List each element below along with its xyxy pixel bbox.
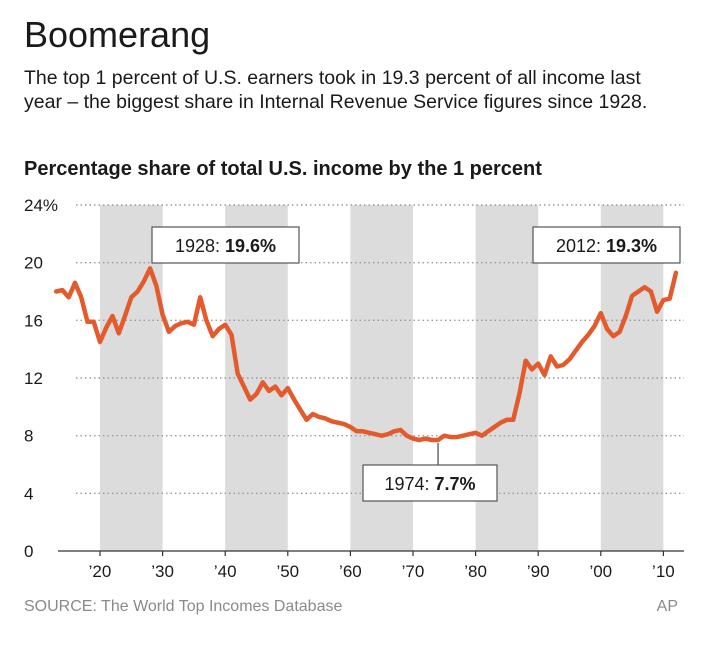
chart-heading: Percentage share of total U.S. income by… — [24, 158, 542, 180]
y-tick-label: 24% — [24, 196, 58, 215]
x-tick-label: ’00 — [589, 562, 612, 581]
x-tick-label: ’10 — [652, 562, 675, 581]
annotations: 1928: 19.6% 1974: 7.7% 2012: 19.3% — [151, 226, 681, 502]
annotation-box — [151, 226, 300, 264]
annotation-1928: 1928: 19.6% — [151, 226, 300, 264]
series-line — [53, 266, 679, 443]
chart-title: Boomerang — [24, 14, 211, 55]
annotation-box — [362, 464, 498, 502]
x-tick-label: ’90 — [527, 562, 550, 581]
y-axis-ticks: 24% 20 16 12 8 4 0 — [24, 196, 58, 561]
x-tick-label: ’80 — [464, 562, 487, 581]
source-note: SOURCE: The World Top Incomes Database — [24, 598, 343, 615]
y-tick-label: 16 — [24, 311, 43, 330]
x-axis-ticks: ’20 ’30 ’40 ’50 ’60 ’70 ’80 ’90 ’00 ’10 — [89, 551, 675, 581]
series-layer — [53, 266, 679, 443]
x-tick-label: ’70 — [402, 562, 425, 581]
y-tick-label: 12 — [24, 369, 43, 388]
x-tick-label: ’60 — [339, 562, 362, 581]
annotation-year: 2012: — [556, 236, 606, 256]
y-tick-label: 4 — [24, 484, 33, 503]
annotation-value: 19.6% — [225, 236, 276, 256]
annotation-year: 1928: — [175, 236, 225, 256]
chart-subtitle: The top 1 percent of U.S. earners took i… — [24, 67, 648, 113]
x-tick-label: ’30 — [151, 562, 174, 581]
x-tick-label: ’50 — [276, 562, 299, 581]
y-tick-label: 8 — [24, 427, 33, 446]
annotation-box — [532, 226, 681, 264]
annotation-text: 2012: 19.3% — [556, 236, 657, 256]
x-tick-label: ’20 — [89, 562, 112, 581]
annotation-year: 1974: — [384, 474, 434, 494]
annotation-value: 19.3% — [606, 236, 657, 256]
annotation-text: 1974: 7.7% — [384, 474, 475, 494]
y-tick-label: 20 — [24, 254, 43, 273]
annotation-text: 1928: 19.6% — [175, 236, 276, 256]
annotation-1974: 1974: 7.7% — [362, 442, 498, 502]
annotation-2012: 2012: 19.3% — [532, 226, 681, 264]
credit-label: AP — [656, 598, 678, 615]
annotation-value: 7.7% — [435, 474, 476, 494]
y-tick-label: 0 — [24, 542, 33, 561]
x-tick-label: ’40 — [214, 562, 237, 581]
